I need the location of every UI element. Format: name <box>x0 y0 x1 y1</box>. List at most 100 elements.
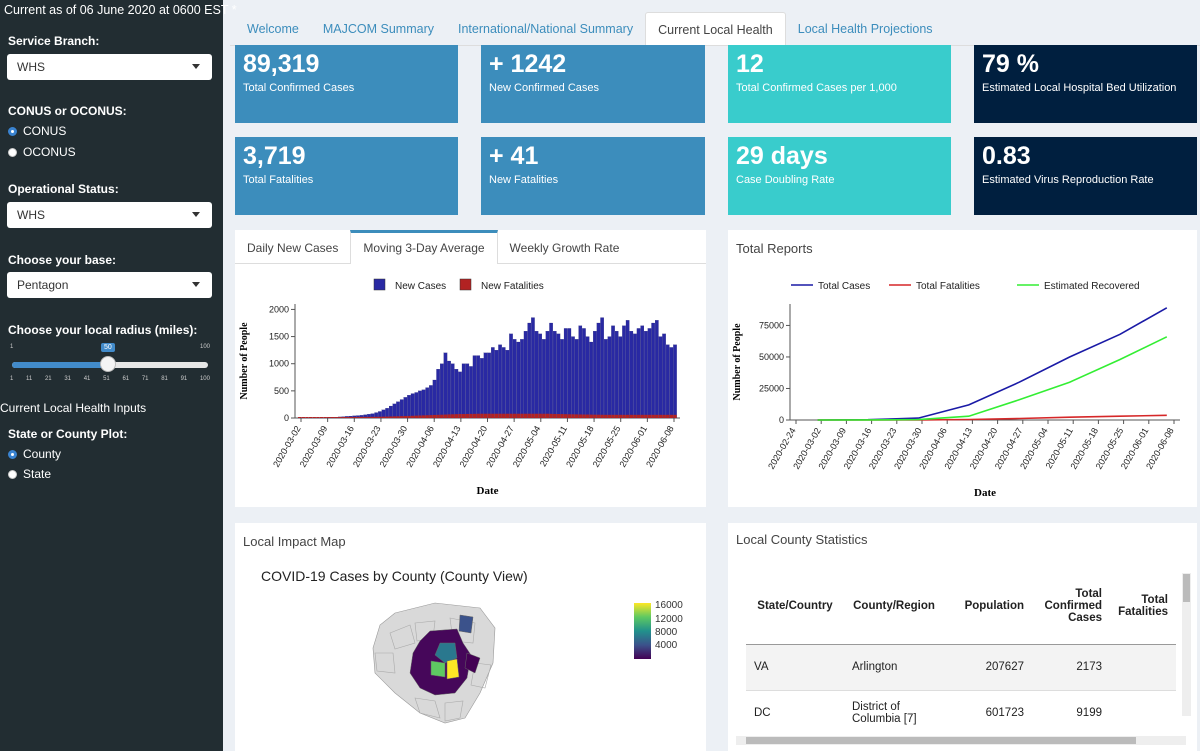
new-fatalities-bar <box>389 416 393 418</box>
tab-international-summary[interactable]: International/National Summary <box>458 22 634 36</box>
new-cases-bar <box>625 320 630 419</box>
y-tick-label: 1000 <box>269 359 289 369</box>
scroll-thumb[interactable] <box>1183 574 1190 602</box>
value-box-number: 29 days <box>736 142 828 170</box>
vertical-scrollbar[interactable] <box>1182 573 1191 716</box>
op-status-label: Operational Status: <box>8 182 119 196</box>
op-status-value: WHS <box>17 208 45 222</box>
colorbar-tick: 4000 <box>655 640 678 651</box>
tab-majcom-summary[interactable]: MAJCOM Summary <box>322 22 434 36</box>
new-fatalities-bar <box>374 416 378 418</box>
table-cell: Arlington <box>844 644 944 691</box>
new-fatalities-bar <box>516 413 520 418</box>
new-cases-bar <box>596 322 601 419</box>
y-tick-label: 2000 <box>269 304 289 314</box>
column-header[interactable]: County/Region <box>844 568 944 645</box>
new-cases-bar <box>567 328 572 419</box>
new-fatalities-bar <box>498 413 502 418</box>
y-axis-title: Number of People <box>732 323 743 401</box>
x-axis-title: Date <box>477 485 499 497</box>
tab-moving-average[interactable]: Moving 3-Day Average <box>350 230 498 264</box>
tab-current-local-health[interactable]: Current Local Health <box>645 12 786 45</box>
new-fatalities-bar <box>505 413 510 418</box>
series-line <box>817 307 1168 421</box>
radio-selected-icon <box>8 449 17 459</box>
new-cases-bar <box>604 339 608 419</box>
new-fatalities-bar <box>527 413 531 418</box>
scroll-thumb[interactable] <box>746 737 1136 744</box>
tab-local-health-projections[interactable]: Local Health Projections <box>797 22 933 36</box>
conus-radio[interactable]: CONUS <box>8 124 66 138</box>
new-fatalities-bar <box>338 417 342 418</box>
base-select[interactable]: Pentagon <box>7 272 212 298</box>
new-fatalities-bar <box>636 414 641 418</box>
value-box-number: + 41 <box>489 142 539 170</box>
state-radio[interactable]: State <box>8 467 51 481</box>
new-cases-bar <box>432 379 437 419</box>
radio-selected-icon <box>8 126 17 136</box>
new-cases-bar <box>600 317 604 419</box>
slider-tick-label: 71 <box>141 376 149 382</box>
slider-handle[interactable] <box>100 356 117 372</box>
new-cases-bar <box>491 347 495 419</box>
county-region <box>446 658 460 680</box>
horizontal-scrollbar[interactable] <box>736 736 1186 745</box>
value-box-bed-utilization: 79 % Estimated Local Hospital Bed Utiliz… <box>974 45 1197 123</box>
new-cases-bar <box>578 325 583 419</box>
new-fatalities-bar <box>367 416 371 418</box>
new-cases-bar <box>607 336 612 419</box>
new-cases-bar <box>385 408 389 419</box>
column-header[interactable]: Total Fatalities <box>1110 568 1176 645</box>
new-fatalities-bar <box>600 414 604 418</box>
new-fatalities-bar <box>549 413 553 418</box>
radius-slider[interactable]: 1 100 50 1 11 21 31 41 51 61 71 81 91 100 <box>10 342 210 387</box>
value-box-number: 12 <box>736 50 764 78</box>
slider-tick-label: 100 <box>199 376 210 382</box>
new-fatalities-bar <box>465 413 469 418</box>
new-fatalities-bar <box>523 413 528 418</box>
value-box-new-fatalities: + 41 New Fatalities <box>481 137 705 215</box>
column-header[interactable]: Total Confirmed Cases <box>1032 568 1110 645</box>
table-cell: DC <box>746 690 844 737</box>
new-fatalities-bar <box>396 416 400 418</box>
tab-welcome[interactable]: Welcome <box>247 22 299 36</box>
high-case-counties <box>409 628 472 696</box>
tab-weekly-growth[interactable]: Weekly Growth Rate <box>509 241 620 255</box>
new-fatalities-bar <box>381 416 386 418</box>
new-cases-bar <box>480 358 484 419</box>
table-viewport: State/Country County/Region Population T… <box>728 523 1180 751</box>
new-cases-bar <box>403 397 408 419</box>
new-cases-bar <box>389 405 393 419</box>
county-choropleth-map[interactable]: 16000 12000 8000 4000 <box>235 593 706 743</box>
new-cases-bar <box>582 328 586 419</box>
new-cases-bar <box>633 333 637 419</box>
column-header[interactable]: Population <box>944 568 1032 645</box>
slider-max-label: 100 <box>199 344 210 350</box>
y-tick-label: 500 <box>274 386 289 396</box>
y-tick-label: 0 <box>779 415 784 425</box>
new-fatalities-bar <box>483 413 488 418</box>
colorbar-tick: 8000 <box>655 627 678 638</box>
new-cases-bar <box>614 331 619 419</box>
new-fatalities-bar <box>651 414 655 418</box>
county-region <box>430 660 446 678</box>
colorbar <box>634 603 651 659</box>
base-value: Pentagon <box>17 278 69 292</box>
tab-daily-new-cases[interactable]: Daily New Cases <box>247 241 339 255</box>
value-box-number: 3,719 <box>243 142 306 170</box>
table-row[interactable]: VA Arlington 207627 2173 <box>746 644 1176 691</box>
oconus-radio[interactable]: OCONUS <box>8 145 76 159</box>
new-cases-bar <box>418 390 422 419</box>
new-fatalities-bar <box>556 414 561 418</box>
service-branch-select[interactable]: WHS <box>7 54 212 80</box>
op-status-select[interactable]: WHS <box>7 202 212 228</box>
slider-tick-label: 1 <box>10 376 14 382</box>
county-radio[interactable]: County <box>8 447 61 461</box>
base-label: Choose your base: <box>8 253 117 267</box>
table-row[interactable]: DC District of Columbia [7] 601723 9199 <box>746 690 1176 737</box>
column-header[interactable]: State/Country <box>746 568 844 645</box>
y-tick-label: 50000 <box>759 352 784 362</box>
new-cases-bar <box>516 341 521 419</box>
new-cases-bar <box>512 339 517 419</box>
chart-tabs: Daily New Cases Moving 3-Day Average Wee… <box>235 230 706 264</box>
